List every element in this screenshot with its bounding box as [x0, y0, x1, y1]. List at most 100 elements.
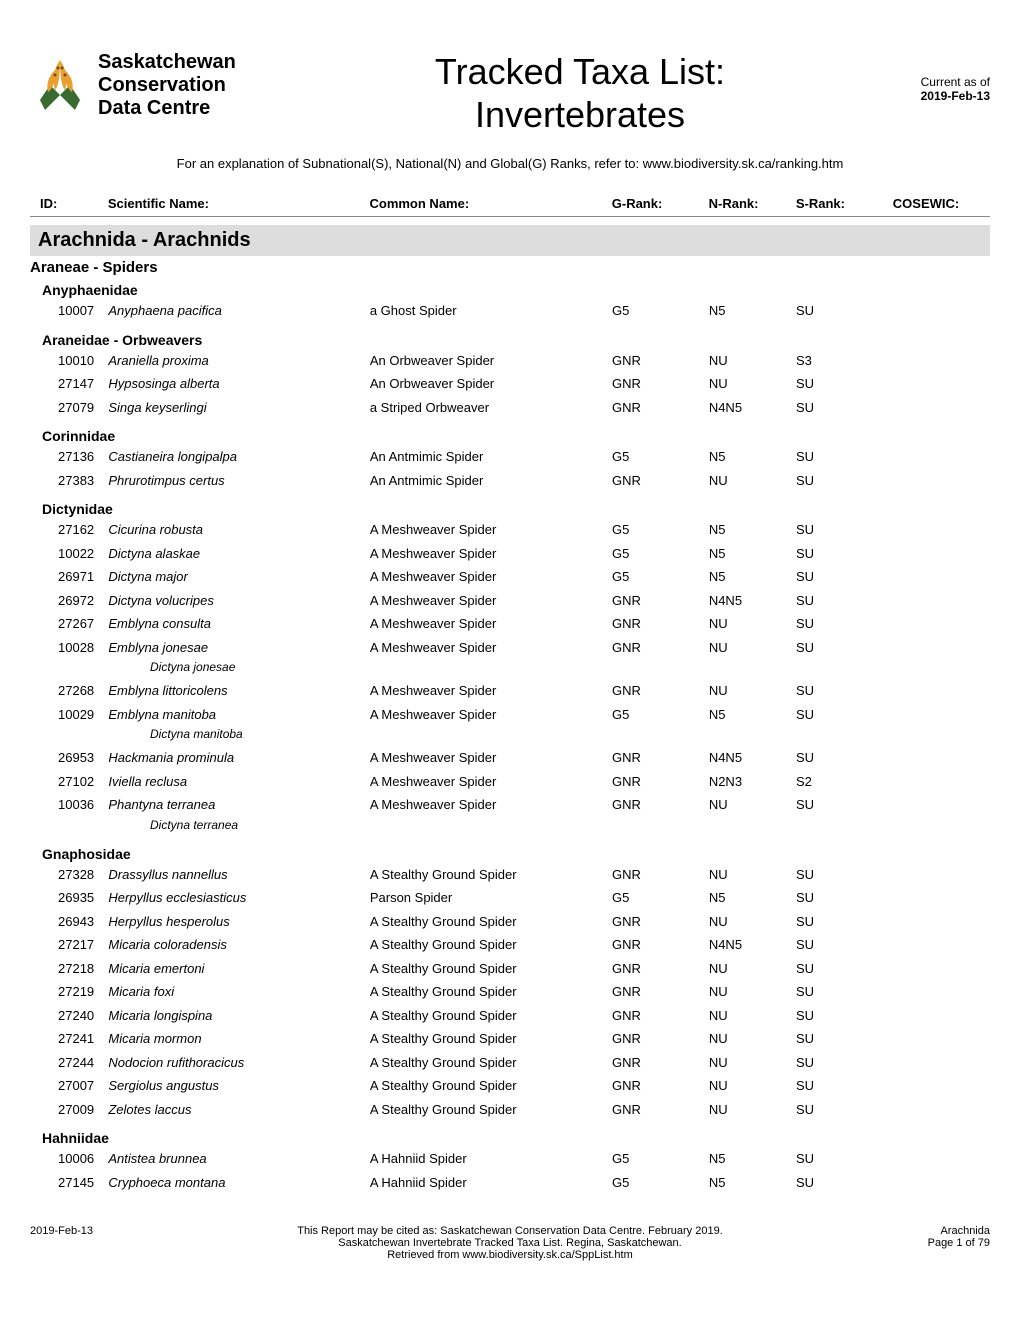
species-srank: SU	[796, 638, 893, 658]
species-srank: SU	[796, 447, 893, 467]
species-grank: GNR	[612, 1006, 709, 1026]
species-srank: SU	[796, 471, 893, 491]
species-cosewic	[893, 1173, 980, 1193]
lily-logo-icon	[30, 50, 90, 120]
species-cosewic	[893, 447, 980, 467]
species-grank: GNR	[612, 935, 709, 955]
species-grank: GNR	[612, 374, 709, 394]
species-id: 27267	[40, 614, 108, 634]
species-common: A Meshweaver Spider	[370, 544, 612, 564]
col-header-cosewic: COSEWIC:	[893, 196, 980, 211]
species-common: A Stealthy Ground Spider	[370, 865, 612, 885]
species-grank: G5	[612, 544, 709, 564]
species-nrank: NU	[709, 681, 796, 701]
species-cosewic	[893, 567, 980, 587]
col-header-srank: S-Rank:	[796, 196, 893, 211]
species-row: 26953Hackmania prominulaA Meshweaver Spi…	[30, 746, 990, 770]
footer-citation: This Report may be cited as: Saskatchewa…	[180, 1225, 840, 1261]
species-nrank: N5	[709, 544, 796, 564]
species-row: 27268Emblyna littoricolensA Meshweaver S…	[30, 679, 990, 703]
species-scientific: Emblyna manitoba	[108, 705, 369, 725]
species-nrank: NU	[709, 982, 796, 1002]
species-row: 26972Dictyna volucripesA Meshweaver Spid…	[30, 589, 990, 613]
footer-date: 2019-Feb-13	[30, 1225, 180, 1237]
species-nrank: N5	[709, 1149, 796, 1169]
species-row: 27240Micaria longispinaA Stealthy Ground…	[30, 1004, 990, 1028]
species-cosewic	[893, 614, 980, 634]
species-id: 26943	[40, 912, 108, 932]
species-grank: GNR	[612, 982, 709, 1002]
species-srank: SU	[796, 1029, 893, 1049]
species-common: A Stealthy Ground Spider	[370, 1053, 612, 1073]
species-srank: SU	[796, 705, 893, 725]
species-srank: SU	[796, 982, 893, 1002]
species-grank: GNR	[612, 638, 709, 658]
species-row: 27007Sergiolus angustusA Stealthy Ground…	[30, 1074, 990, 1098]
species-srank: SU	[796, 912, 893, 932]
species-nrank: NU	[709, 1029, 796, 1049]
species-scientific: Emblyna consulta	[108, 614, 369, 634]
class-header: Arachnida - Arachnids	[30, 225, 990, 256]
species-cosewic	[893, 982, 980, 1002]
logo: Saskatchewan Conservation Data Centre	[30, 50, 290, 120]
species-scientific: Araniella proxima	[108, 351, 369, 371]
species-row: 27147Hypsosinga albertaAn Orbweaver Spid…	[30, 372, 990, 396]
column-headers: ID: Scientific Name: Common Name: G-Rank…	[30, 196, 990, 217]
species-id: 10006	[40, 1149, 108, 1169]
logo-text: Saskatchewan Conservation Data Centre	[98, 51, 236, 120]
species-row: 10029Emblyna manitobaA Meshweaver Spider…	[30, 703, 990, 727]
species-scientific: Micaria longispina	[108, 1006, 369, 1026]
species-cosewic	[893, 959, 980, 979]
col-header-id: ID:	[40, 196, 108, 211]
species-grank: G5	[612, 888, 709, 908]
species-nrank: N5	[709, 567, 796, 587]
species-row: 27267Emblyna consultaA Meshweaver Spider…	[30, 612, 990, 636]
species-common: A Stealthy Ground Spider	[370, 982, 612, 1002]
species-common: A Stealthy Ground Spider	[370, 1100, 612, 1120]
family-header: Dictynidae	[30, 498, 990, 518]
species-common: A Meshweaver Spider	[370, 614, 612, 634]
species-nrank: NU	[709, 912, 796, 932]
species-cosewic	[893, 1076, 980, 1096]
species-id: 27383	[40, 471, 108, 491]
col-header-common: Common Name:	[369, 196, 611, 211]
species-scientific: Micaria foxi	[108, 982, 369, 1002]
species-id: 27009	[40, 1100, 108, 1120]
species-cosewic	[893, 544, 980, 564]
species-common: A Hahniid Spider	[370, 1173, 612, 1193]
species-cosewic	[893, 888, 980, 908]
species-id: 10007	[40, 301, 108, 321]
species-common: A Stealthy Ground Spider	[370, 1029, 612, 1049]
spacer	[30, 1194, 990, 1200]
species-id: 27268	[40, 681, 108, 701]
species-common: A Meshweaver Spider	[370, 638, 612, 658]
species-row: 10006Antistea brunneaA Hahniid SpiderG5N…	[30, 1147, 990, 1171]
species-id: 27219	[40, 982, 108, 1002]
date-value: 2019-Feb-13	[870, 89, 990, 103]
species-srank: SU	[796, 374, 893, 394]
species-synonym: Dictyna terranea	[30, 817, 990, 837]
species-cosewic	[893, 351, 980, 371]
species-nrank: NU	[709, 638, 796, 658]
species-row: 26943Herpyllus hesperolusA Stealthy Grou…	[30, 910, 990, 934]
species-srank: SU	[796, 1076, 893, 1096]
species-cosewic	[893, 1006, 980, 1026]
title-line1: Tracked Taxa List:	[290, 50, 870, 93]
species-grank: G5	[612, 705, 709, 725]
species-srank: SU	[796, 888, 893, 908]
species-nrank: N5	[709, 705, 796, 725]
species-srank: SU	[796, 681, 893, 701]
species-nrank: NU	[709, 795, 796, 815]
species-cosewic	[893, 795, 980, 815]
species-id: 26971	[40, 567, 108, 587]
species-grank: GNR	[612, 795, 709, 815]
species-cosewic	[893, 772, 980, 792]
species-nrank: N5	[709, 301, 796, 321]
footer: 2019-Feb-13 This Report may be cited as:…	[30, 1225, 990, 1261]
species-scientific: Phrurotimpus certus	[108, 471, 369, 491]
species-row: 27102Iviella reclusaA Meshweaver SpiderG…	[30, 770, 990, 794]
species-grank: GNR	[612, 681, 709, 701]
species-id: 10036	[40, 795, 108, 815]
species-grank: G5	[612, 447, 709, 467]
species-srank: SU	[796, 544, 893, 564]
